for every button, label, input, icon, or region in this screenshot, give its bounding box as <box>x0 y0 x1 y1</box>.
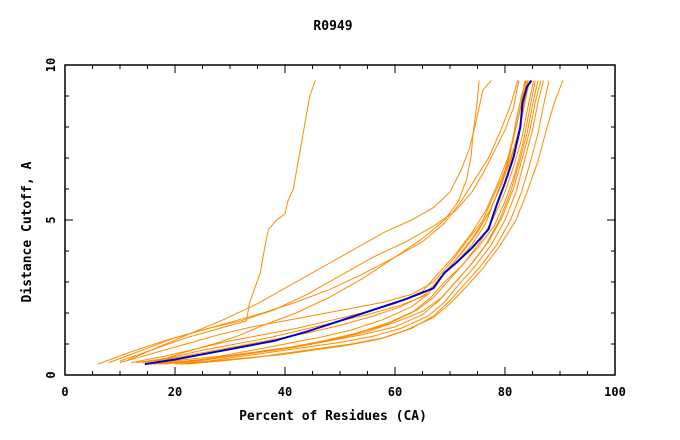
x-axis-label: Percent of Residues (CA) <box>239 409 427 424</box>
series-line-13 <box>108 80 520 364</box>
x-tick-label: 40 <box>278 385 292 399</box>
y-tick-label: 5 <box>44 216 58 223</box>
series-line-11 <box>169 80 542 364</box>
axis-ticks: 0 20 40 60 80 100 0 5 10 <box>44 58 626 399</box>
series-line-6 <box>119 80 526 364</box>
series-line-10 <box>185 80 550 365</box>
series-line-17 <box>119 80 316 362</box>
y-tick-label: 10 <box>44 58 58 72</box>
series-line-15 <box>125 80 492 362</box>
chart-title: R0949 <box>313 19 352 34</box>
series-line-highlight <box>144 79 533 366</box>
series-line-3 <box>158 80 535 365</box>
y-tick-label: 0 <box>44 371 58 378</box>
x-tick-label: 80 <box>498 385 512 399</box>
x-tick-label: 0 <box>61 385 68 399</box>
series-line-7 <box>163 80 539 365</box>
series-line-9 <box>174 80 544 365</box>
series-line-4 <box>130 80 528 364</box>
series-line-14 <box>97 80 519 365</box>
plot-frame <box>64 64 616 376</box>
x-tick-label: 60 <box>388 385 402 399</box>
y-axis-label: Distance Cutoff, A <box>20 161 35 302</box>
series-line-12 <box>180 80 564 365</box>
x-tick-label: 20 <box>168 385 182 399</box>
series-line-2 <box>136 80 527 364</box>
plot-lines <box>97 79 564 366</box>
series-line-8 <box>141 80 529 364</box>
x-tick-label: 100 <box>604 385 626 399</box>
series-line-16 <box>152 80 480 364</box>
